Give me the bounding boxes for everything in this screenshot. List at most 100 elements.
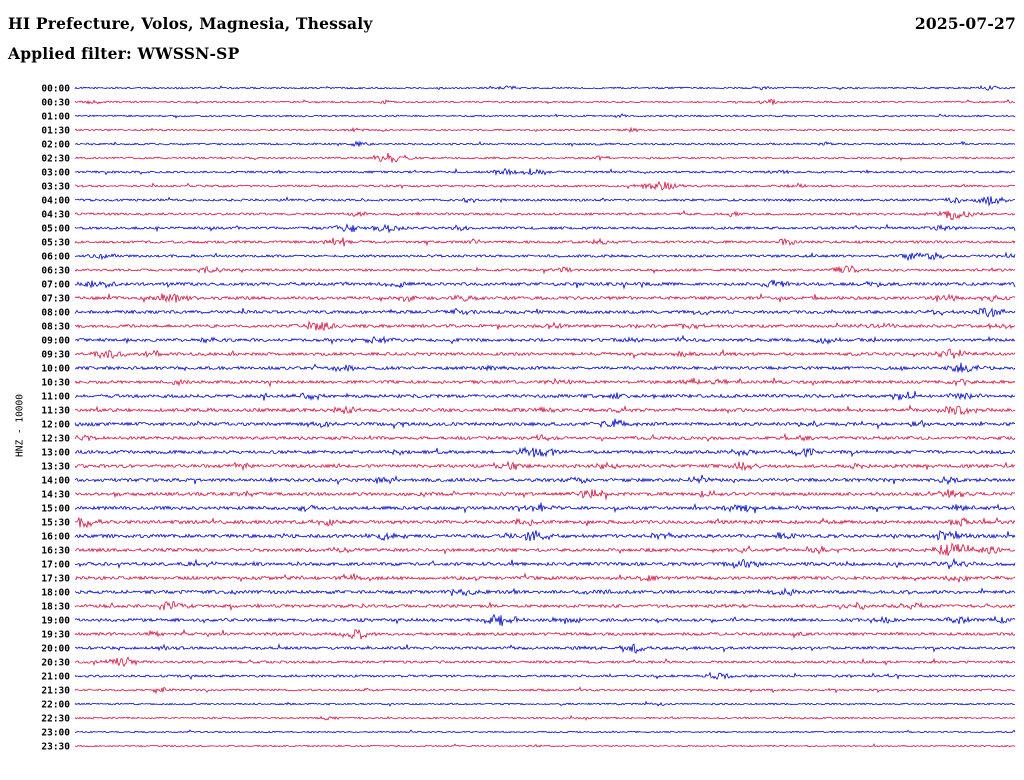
trace-row-0100: [74, 113, 1016, 119]
time-label-1100: 11:00: [41, 392, 70, 403]
time-label-0030: 00:30: [41, 98, 70, 109]
trace-row-1300: [74, 446, 1016, 458]
trace-row-1800: [74, 587, 1016, 597]
time-label-0800: 08:00: [41, 308, 70, 319]
time-label-0900: 09:00: [41, 336, 70, 347]
time-label-0000: 00:00: [41, 84, 70, 95]
trace-row-1830: [74, 601, 1016, 612]
helicorder-trace-plot: 00:00 00:30 01:00 01:30 02:00 02:30 03:00 03:30…: [41, 84, 1016, 753]
trace-row-1330: [74, 460, 1016, 472]
time-label-1430: 14:30: [41, 490, 70, 501]
time-label-0130: 01:30: [41, 126, 70, 137]
time-label-1900: 19:00: [41, 616, 70, 627]
trace-row-1000: [74, 362, 1016, 373]
trace-row-0500: [74, 223, 1016, 233]
trace-row-2000: [74, 643, 1016, 654]
time-label-0230: 02:30: [41, 154, 70, 165]
time-label-0600: 06:00: [41, 252, 70, 263]
time-label-2000: 20:00: [41, 644, 70, 655]
trace-row-1430: [75, 489, 1016, 500]
time-label-2100: 21:00: [41, 672, 70, 683]
trace-row-1730: [74, 572, 1016, 583]
date-label: 2025-07-27: [914, 14, 1016, 33]
time-label-2330: 23:30: [41, 742, 70, 753]
trace-row-2230: [74, 714, 1016, 721]
time-label-2300: 23:00: [41, 728, 70, 739]
time-label-1500: 15:00: [41, 504, 70, 515]
trace-row-1130: [74, 404, 1016, 416]
trace-row-1030: [74, 377, 1016, 388]
time-label-1300: 13:00: [41, 448, 70, 459]
trace-row-1630: [74, 542, 1016, 556]
trace-row-2330: [74, 743, 1016, 748]
trace-row-1200: [74, 418, 1016, 430]
time-label-1930: 19:30: [41, 630, 70, 641]
trace-row-0600: [74, 251, 1016, 262]
trace-row-0300: [74, 167, 1016, 176]
trace-row-0930: [74, 348, 1016, 360]
trace-row-0400: [74, 196, 1015, 207]
trace-row-1900: [74, 613, 1016, 627]
time-label-1600: 16:00: [41, 532, 70, 543]
time-label-2230: 22:30: [41, 714, 70, 725]
filter-label: Applied filter: WWSSN-SP: [8, 44, 240, 63]
trace-row-0730: [74, 292, 1016, 304]
header: HI Prefecture, Volos, Magnesia, Thessaly…: [8, 14, 1016, 33]
time-label-2130: 21:30: [41, 686, 70, 697]
trace-row-1500: [74, 502, 1016, 514]
time-label-0500: 05:00: [41, 224, 70, 235]
time-label-1630: 16:30: [41, 546, 70, 557]
time-label-2200: 22:00: [41, 700, 70, 711]
time-label-1330: 13:30: [41, 462, 70, 473]
trace-row-1100: [74, 391, 1016, 402]
time-label-0300: 03:00: [41, 168, 70, 179]
time-label-2030: 20:30: [41, 658, 70, 669]
time-label-1400: 14:00: [41, 476, 70, 487]
trace-row-2130: [74, 686, 1016, 695]
time-label-0200: 02:00: [41, 140, 70, 151]
time-label-1830: 18:30: [41, 602, 70, 613]
trace-row-0700: [74, 279, 1016, 290]
time-label-0630: 06:30: [41, 266, 70, 277]
trace-row-0530: [74, 237, 1016, 247]
trace-row-0130: [74, 126, 1016, 133]
trace-row-0200: [74, 140, 1016, 147]
trace-row-2200: [74, 700, 1016, 707]
time-label-0430: 04:30: [41, 210, 70, 221]
time-label-0530: 05:30: [41, 238, 70, 249]
time-label-0730: 07:30: [41, 294, 70, 305]
time-label-1130: 11:30: [41, 406, 70, 417]
trace-row-0430: [74, 209, 1016, 221]
time-label-0830: 08:30: [41, 322, 70, 333]
page-title: HI Prefecture, Volos, Magnesia, Thessaly: [8, 14, 373, 33]
trace-row-1930: [74, 628, 1016, 640]
trace-row-0800: [74, 307, 1016, 318]
trace-row-1400: [74, 474, 1016, 486]
trace-row-2030: [74, 656, 1016, 667]
trace-row-0900: [74, 334, 1016, 346]
trace-row-0330: [75, 180, 1016, 191]
trace-row-1230: [74, 432, 1016, 443]
trace-row-0030: [74, 98, 1016, 105]
trace-row-2300: [74, 729, 1016, 734]
time-label-0100: 01:00: [41, 112, 70, 123]
trace-row-1530: [74, 516, 1016, 529]
time-label-1200: 12:00: [41, 420, 70, 431]
time-label-1800: 18:00: [41, 588, 70, 599]
time-label-1700: 17:00: [41, 560, 70, 571]
time-label-1000: 10:00: [41, 364, 70, 375]
time-label-0400: 04:00: [41, 196, 70, 207]
time-label-0930: 09:30: [41, 350, 70, 361]
trace-row-1700: [74, 557, 1016, 570]
time-label-0330: 03:30: [41, 182, 70, 193]
trace-row-1600: [74, 529, 1016, 542]
trace-row-0630: [74, 265, 1016, 275]
trace-row-0830: [74, 320, 1016, 332]
trace-row-0000: [74, 84, 1016, 91]
time-label-0700: 07:00: [41, 280, 70, 291]
trace-row-0230: [74, 152, 1016, 163]
trace-row-2100: [74, 671, 1016, 681]
time-label-1730: 17:30: [41, 574, 70, 585]
time-label-1030: 10:30: [41, 378, 70, 389]
time-label-1230: 12:30: [41, 434, 70, 445]
